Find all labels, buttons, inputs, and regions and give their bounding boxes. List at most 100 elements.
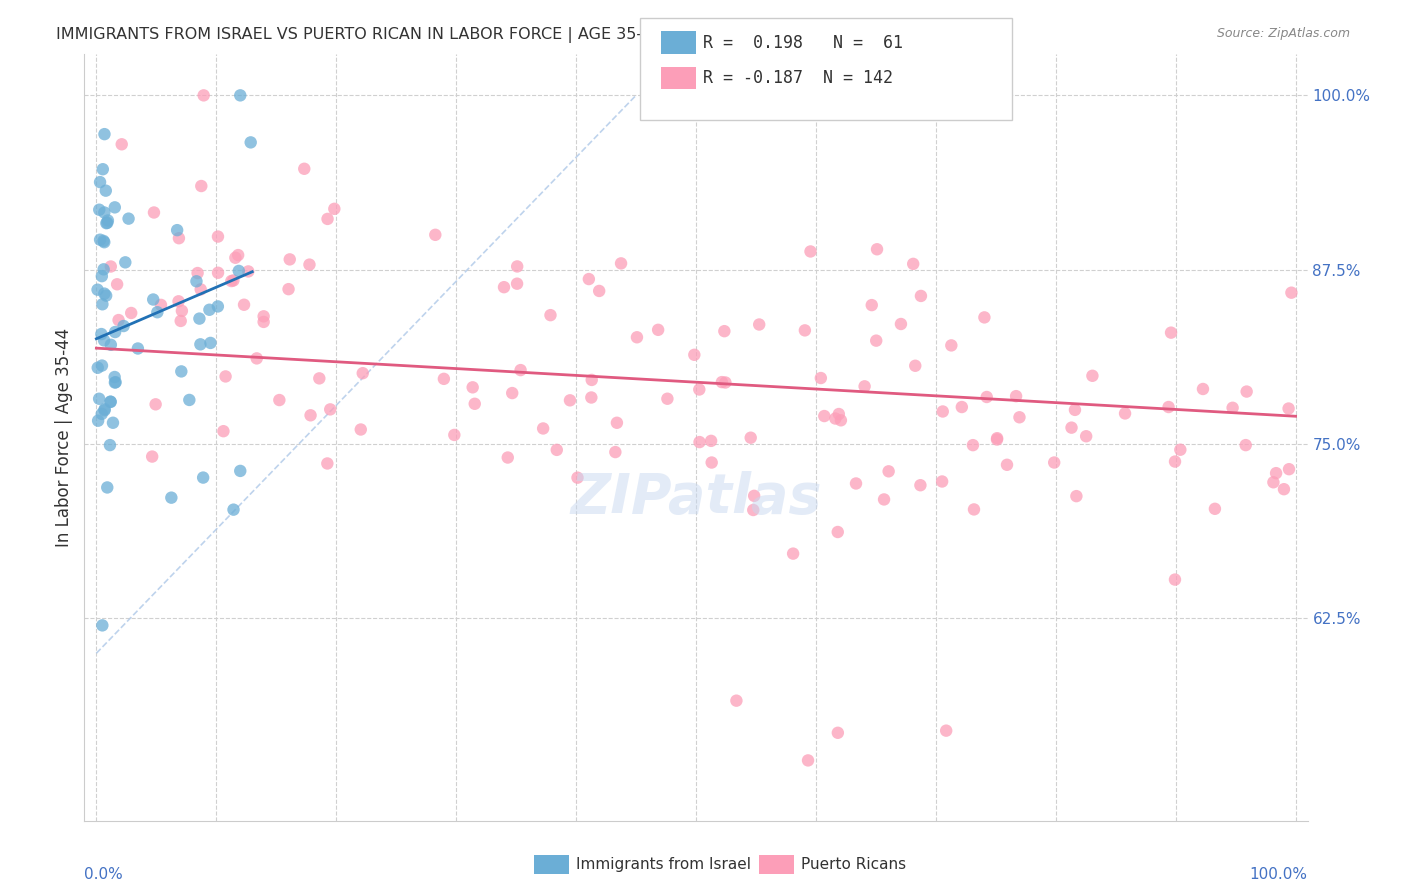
Text: Source: ZipAtlas.com: Source: ZipAtlas.com [1216, 27, 1350, 40]
Puerto Ricans [207, 229, 229, 244]
Immigrants from Israel [96, 216, 118, 230]
Puerto Ricans [725, 694, 748, 708]
Immigrants from Israel [93, 205, 115, 219]
Immigrants from Israel [93, 403, 115, 417]
Puerto Ricans [299, 409, 322, 423]
Puerto Ricans [496, 450, 519, 465]
Puerto Ricans [190, 179, 212, 194]
Immigrants from Israel [91, 618, 114, 632]
Immigrants from Israel [90, 327, 112, 342]
Puerto Ricans [506, 260, 529, 274]
Immigrants from Israel [117, 211, 139, 226]
Puerto Ricans [853, 379, 876, 393]
Immigrants from Israel [228, 264, 250, 278]
Puerto Ricans [932, 404, 955, 418]
Puerto Ricans [214, 369, 236, 384]
Puerto Ricans [1005, 389, 1028, 403]
Puerto Ricans [492, 280, 515, 294]
Puerto Ricans [742, 503, 765, 517]
Immigrants from Israel [87, 414, 110, 428]
Puerto Ricans [828, 407, 851, 421]
Puerto Ricans [461, 380, 484, 394]
Text: IMMIGRANTS FROM ISRAEL VS PUERTO RICAN IN LABOR FORCE | AGE 35-44 CORRELATION CH: IMMIGRANTS FROM ISRAEL VS PUERTO RICAN I… [56, 27, 841, 43]
Immigrants from Israel [104, 376, 127, 390]
Puerto Ricans [588, 284, 610, 298]
Puerto Ricans [316, 457, 339, 471]
Puerto Ricans [904, 359, 927, 373]
Puerto Ricans [963, 502, 986, 516]
Text: Immigrants from Israel: Immigrants from Israel [576, 857, 751, 871]
Immigrants from Israel [100, 338, 122, 352]
Text: Puerto Ricans: Puerto Ricans [801, 857, 907, 871]
Puerto Ricans [222, 273, 245, 287]
Immigrants from Israel [101, 416, 124, 430]
Puerto Ricans [578, 272, 600, 286]
Puerto Ricans [212, 424, 235, 438]
Immigrants from Israel [90, 269, 112, 284]
Immigrants from Israel [186, 274, 208, 288]
Immigrants from Israel [98, 438, 121, 452]
Puerto Ricans [610, 256, 633, 270]
Puerto Ricans [830, 413, 852, 427]
Puerto Ricans [986, 433, 1008, 447]
Immigrants from Israel [104, 370, 127, 384]
Puerto Ricans [793, 323, 815, 337]
Puerto Ricans [688, 383, 710, 397]
Puerto Ricans [931, 475, 953, 489]
Immigrants from Israel [93, 127, 115, 141]
Puerto Ricans [298, 258, 321, 272]
Puerto Ricans [877, 464, 900, 478]
Immigrants from Israel [198, 302, 221, 317]
Puerto Ricans [567, 471, 589, 485]
Puerto Ricans [269, 392, 291, 407]
Immigrants from Israel [89, 392, 111, 406]
Puerto Ricans [1204, 501, 1226, 516]
Puerto Ricans [700, 456, 723, 470]
Puerto Ricans [714, 376, 737, 390]
Immigrants from Israel [100, 394, 122, 409]
Immigrants from Israel [94, 184, 117, 198]
Puerto Ricans [1114, 406, 1136, 420]
Puerto Ricans [647, 323, 669, 337]
Immigrants from Israel [114, 255, 136, 269]
Puerto Ricans [713, 324, 735, 338]
Puerto Ricans [700, 434, 723, 448]
Immigrants from Israel [229, 88, 252, 103]
Puerto Ricans [1160, 326, 1182, 340]
Puerto Ricans [1234, 438, 1257, 452]
Puerto Ricans [866, 242, 889, 256]
Puerto Ricans [941, 338, 963, 352]
Puerto Ricans [865, 334, 887, 348]
Puerto Ricans [1272, 482, 1295, 496]
Puerto Ricans [935, 723, 957, 738]
Immigrants from Israel [190, 337, 212, 351]
Immigrants from Israel [90, 407, 112, 421]
Puerto Ricans [226, 248, 249, 262]
Puerto Ricans [1164, 573, 1187, 587]
Puerto Ricans [910, 289, 932, 303]
Immigrants from Israel [96, 480, 118, 494]
Puerto Ricans [141, 450, 163, 464]
Puerto Ricans [689, 435, 711, 450]
Puerto Ricans [224, 251, 246, 265]
Immigrants from Israel [93, 235, 115, 250]
Puerto Ricans [605, 445, 627, 459]
Immigrants from Israel [104, 325, 127, 339]
Puerto Ricans [278, 252, 301, 267]
Puerto Ricans [799, 244, 821, 259]
Puerto Ricans [221, 274, 243, 288]
Puerto Ricans [986, 431, 1008, 445]
Puerto Ricans [323, 202, 346, 216]
Puerto Ricans [606, 416, 628, 430]
Puerto Ricans [190, 282, 212, 296]
Puerto Ricans [1064, 402, 1087, 417]
Puerto Ricans [1076, 429, 1098, 443]
Puerto Ricans [581, 373, 603, 387]
Puerto Ricans [319, 402, 342, 417]
Immigrants from Israel [96, 216, 118, 230]
Puerto Ricans [657, 392, 679, 406]
Puerto Ricans [149, 298, 172, 312]
Immigrants from Israel [86, 283, 108, 297]
Puerto Ricans [782, 547, 804, 561]
Immigrants from Israel [93, 234, 115, 248]
